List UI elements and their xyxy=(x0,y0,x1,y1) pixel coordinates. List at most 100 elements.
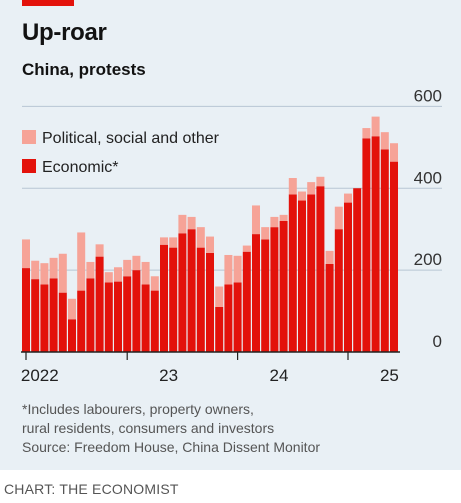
bar-other xyxy=(270,216,279,228)
bar-economic xyxy=(307,194,316,352)
brand-red-bar xyxy=(22,0,74,6)
bar-economic xyxy=(178,233,187,352)
y-tick-label-0: 0 xyxy=(433,332,442,351)
bar-economic xyxy=(316,186,325,352)
bar-other xyxy=(22,239,30,269)
bar-other xyxy=(316,176,325,187)
x-tick-label-25: 25 xyxy=(380,366,399,385)
bar-other xyxy=(123,259,132,277)
bar-economic xyxy=(114,281,122,352)
source-note: Source: Freedom House, China Dissent Mon… xyxy=(22,439,321,455)
bar-other xyxy=(261,227,270,240)
bar-economic xyxy=(206,252,214,352)
bar-economic xyxy=(224,284,233,352)
legend: Political, social and other Economic* xyxy=(22,130,220,176)
bar-economic xyxy=(390,161,398,352)
bar-economic xyxy=(344,202,352,352)
bar-economic xyxy=(22,268,30,352)
bar-other xyxy=(141,261,150,285)
bar-economic xyxy=(196,247,205,352)
bar-economic xyxy=(49,278,58,352)
bar-economic xyxy=(187,229,196,352)
y-tick-label-400: 400 xyxy=(414,168,442,187)
bar-other xyxy=(344,193,352,203)
bar-economic xyxy=(141,284,150,352)
bar-economic xyxy=(353,188,362,352)
bar-other xyxy=(325,250,334,264)
bar-other xyxy=(390,143,398,162)
bar-economic xyxy=(371,136,380,352)
bar-economic xyxy=(150,290,159,352)
x-tick-label-2022: 2022 xyxy=(21,366,59,385)
bar-other xyxy=(307,182,316,195)
legend-label-other: Political, social and other xyxy=(42,130,220,147)
bar-other xyxy=(362,128,371,139)
bar-other xyxy=(77,232,86,291)
bar-economic xyxy=(288,194,297,352)
bar-other xyxy=(95,244,104,257)
bar-other xyxy=(114,267,122,282)
bar-economic xyxy=(58,292,67,352)
bar-economic xyxy=(169,247,178,352)
legend-swatch-economic xyxy=(22,159,36,173)
legend-label-economic: Economic* xyxy=(42,159,118,176)
footnote-line-2: rural residents, consumers and investors xyxy=(22,420,275,436)
bar-other xyxy=(40,263,49,285)
chart-credit: CHART: THE ECONOMIST xyxy=(4,481,179,497)
bar-economic xyxy=(132,270,141,352)
bar-other xyxy=(196,227,205,248)
legend-swatch-other xyxy=(22,130,36,144)
bar-economic xyxy=(40,284,49,352)
bar-other xyxy=(298,191,306,201)
bar-economic xyxy=(261,239,270,352)
x-tick-label-24: 24 xyxy=(270,366,289,385)
y-axis-labels: 0 200 400 600 xyxy=(414,86,442,351)
bar-other xyxy=(169,237,178,248)
bar-economic xyxy=(68,319,76,352)
bar-other xyxy=(132,255,141,271)
bar-other xyxy=(49,257,58,279)
bar-economic xyxy=(362,138,371,352)
bar-economic xyxy=(31,279,40,352)
footnote-line-1: *Includes labourers, property owners, xyxy=(22,401,254,417)
y-tick-label-200: 200 xyxy=(414,250,442,269)
bar-other xyxy=(187,216,196,230)
bars xyxy=(22,116,398,352)
bar-other xyxy=(334,206,343,230)
bar-other xyxy=(31,260,40,280)
bar-other xyxy=(104,272,113,283)
bar-economic xyxy=(252,234,260,352)
bar-other xyxy=(279,214,288,221)
bar-other xyxy=(242,245,251,252)
bar-other xyxy=(58,253,67,293)
bar-economic xyxy=(86,278,95,352)
bar-economic xyxy=(325,263,334,352)
bar-economic xyxy=(160,244,168,352)
bar-economic xyxy=(104,282,113,352)
bar-economic xyxy=(334,229,343,352)
bar-other xyxy=(206,236,214,253)
bar-other xyxy=(380,132,389,150)
bar-other xyxy=(252,205,260,235)
bar-economic xyxy=(380,149,389,352)
bar-economic xyxy=(298,200,306,352)
bar-economic xyxy=(95,256,104,352)
bar-other xyxy=(371,116,380,137)
bar-other xyxy=(68,298,76,320)
bar-other xyxy=(224,254,233,285)
chart-subtitle: China, protests xyxy=(22,60,146,79)
bar-other xyxy=(150,276,159,291)
chart-title: Up-roar xyxy=(22,19,107,46)
bar-other xyxy=(86,261,95,279)
bar-economic xyxy=(242,251,251,352)
bar-economic xyxy=(123,276,132,352)
x-tick-label-23: 23 xyxy=(159,366,178,385)
bar-other xyxy=(178,214,187,234)
bar-economic xyxy=(77,290,86,352)
bar-other xyxy=(288,178,297,195)
bar-other xyxy=(233,255,242,283)
x-axis: 2022 23 24 25 xyxy=(21,351,400,385)
bar-economic xyxy=(233,282,242,352)
y-tick-label-600: 600 xyxy=(414,86,442,105)
bar-economic xyxy=(279,221,288,352)
